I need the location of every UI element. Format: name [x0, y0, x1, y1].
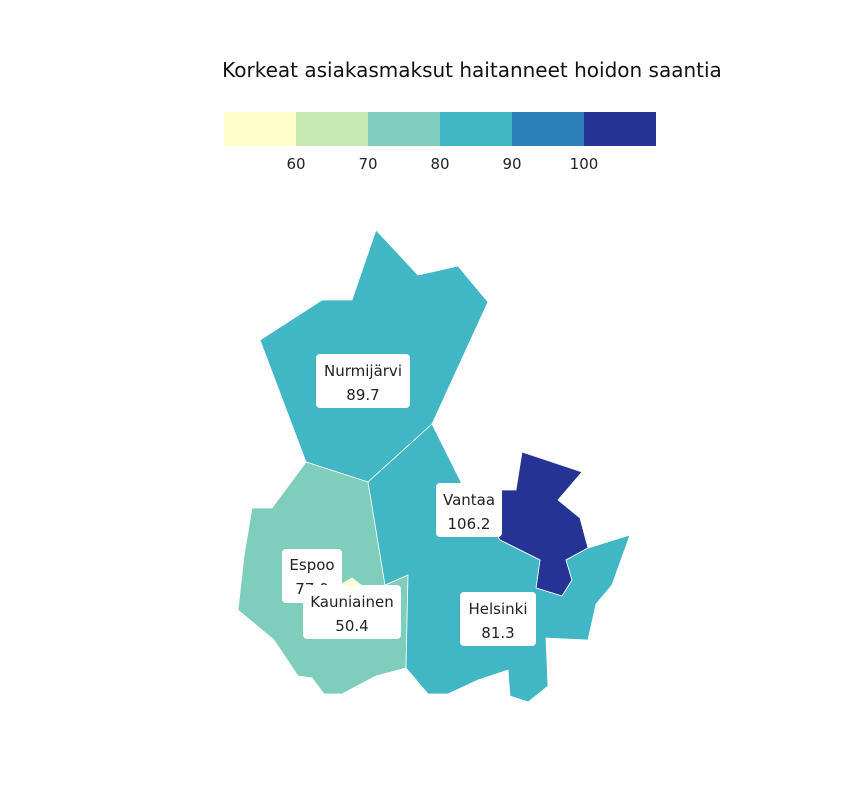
label-box-nurmijarvi: [316, 354, 410, 408]
color-legend: 60 70 80 90 100: [224, 112, 656, 173]
legend-tick-90: 90: [502, 155, 521, 173]
label-value-helsinki: 81.3: [481, 624, 514, 642]
legend-swatch-60-70: [296, 112, 368, 146]
label-box-vantaa: [436, 483, 502, 537]
region-labels: Nurmijärvi 89.7 Vantaa 106.2 Espoo 77.0 …: [282, 354, 536, 646]
label-value-vantaa: 106.2: [448, 515, 491, 533]
label-kauniainen: Kauniainen 50.4: [303, 585, 401, 639]
map-regions: [237, 229, 631, 703]
label-name-helsinki: Helsinki: [468, 600, 527, 618]
legend-tick-80: 80: [430, 155, 449, 173]
legend-swatch-90-100: [512, 112, 584, 146]
label-vantaa: Vantaa 106.2: [436, 483, 502, 537]
label-name-espoo: Espoo: [289, 556, 334, 574]
legend-swatch-below-60: [224, 112, 296, 146]
region-helsinki[interactable]: [367, 423, 631, 703]
label-nurmijarvi: Nurmijärvi 89.7: [316, 354, 410, 408]
legend-tick-60: 60: [286, 155, 305, 173]
legend-swatch-70-80: [368, 112, 440, 146]
legend-tick-100: 100: [570, 155, 599, 173]
map-title: Korkeat asiakasmaksut haitanneet hoidon …: [222, 58, 722, 82]
legend-swatch-80-90: [440, 112, 512, 146]
label-name-nurmijarvi: Nurmijärvi: [324, 362, 402, 380]
legend-swatch-above-100: [584, 112, 656, 146]
label-name-vantaa: Vantaa: [443, 491, 495, 509]
label-value-nurmijarvi: 89.7: [346, 386, 379, 404]
legend-tick-70: 70: [358, 155, 377, 173]
label-name-kauniainen: Kauniainen: [310, 593, 394, 611]
label-box-kauniainen: [303, 585, 401, 639]
label-box-helsinki: [460, 592, 536, 646]
label-value-kauniainen: 50.4: [335, 617, 368, 635]
label-helsinki: Helsinki 81.3: [460, 592, 536, 646]
